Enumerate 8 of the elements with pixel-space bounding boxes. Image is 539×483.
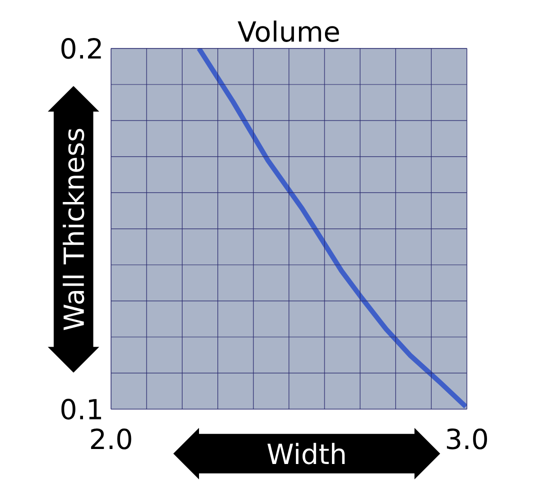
y-axis-title: Wall Thickness — [62, 128, 84, 330]
chart-title: Volume — [238, 20, 339, 42]
x-tick-label: 2.0 — [91, 428, 132, 450]
y-tick-label: 0.2 — [61, 38, 101, 59]
y-tick-label: 0.1 — [61, 398, 102, 420]
x-tick-label: 3.0 — [446, 428, 488, 450]
line-series — [196, 48, 467, 409]
x-axis-title: Width — [267, 442, 345, 464]
